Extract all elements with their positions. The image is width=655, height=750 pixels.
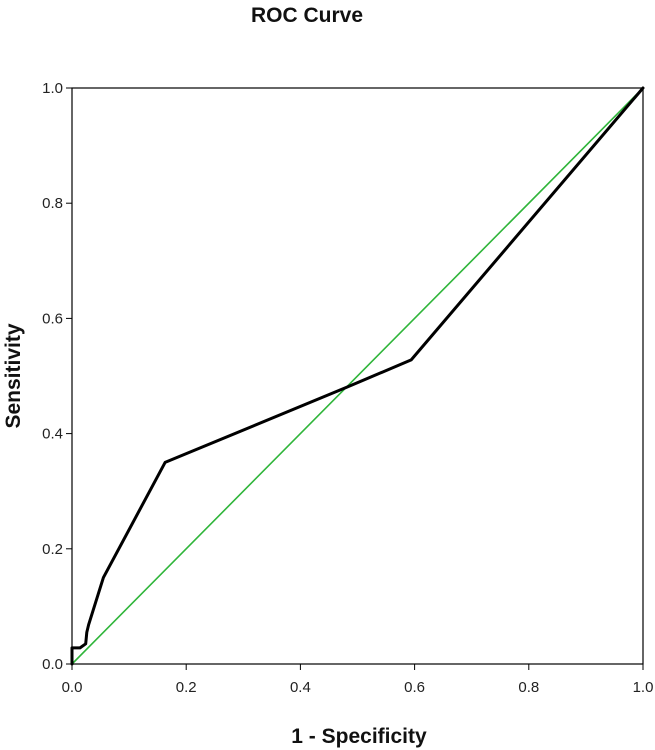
x-tick-label: 1.0 [633,679,654,696]
x-axis-title: 1 - Specificity [291,725,427,748]
y-tick-label: 1.0 [42,80,63,97]
y-tick-label: 0.2 [42,541,63,558]
x-tick-label: 0.4 [290,679,311,696]
x-tick-label: 0.0 [62,679,83,696]
y-tick-label: 0.8 [42,195,63,212]
y-tick-label: 0.0 [42,656,63,673]
plot-frame [71,87,644,665]
chart-title: ROC Curve [251,4,363,27]
x-tick-label: 0.6 [404,679,425,696]
x-tick-label: 0.8 [518,679,539,696]
reference-diagonal-line [71,87,644,665]
y-tick-label: 0.4 [42,426,63,443]
y-axis-title: Sensitivity [2,323,25,428]
x-tick-label: 0.2 [176,679,197,696]
plot-area: 0.0 0.2 0.4 0.6 0.8 1.0 0.0 0.2 0.4 0.6 0.8 1.0 [42,80,653,696]
roc-curve-line [70,86,645,666]
y-tick-label: 0.6 [42,310,63,327]
